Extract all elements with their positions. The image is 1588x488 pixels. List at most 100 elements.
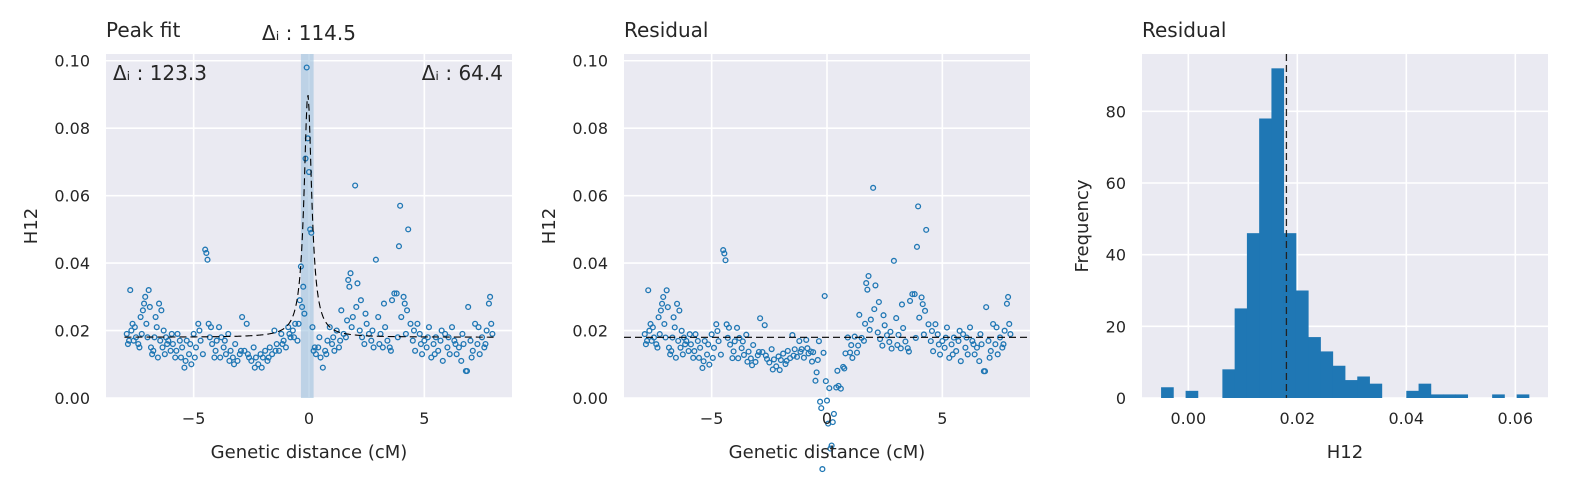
- data-point: [837, 385, 844, 392]
- data-point: [780, 350, 787, 357]
- data-point: [865, 272, 872, 280]
- data-point: [815, 338, 822, 345]
- data-point: [376, 340, 383, 348]
- data-point: [359, 334, 366, 341]
- panel-title: Peak fit: [106, 18, 180, 42]
- data-point: [814, 356, 821, 364]
- data-point: [211, 354, 218, 361]
- data-point: [694, 337, 701, 345]
- data-point: [409, 337, 416, 344]
- data-point: [759, 349, 766, 356]
- histogram-bar: [1320, 351, 1334, 398]
- data-point: [804, 345, 811, 352]
- data-point: [375, 314, 382, 321]
- y-tick-label: 0.04: [572, 254, 608, 273]
- data-point: [202, 246, 209, 253]
- data-point: [790, 352, 797, 359]
- tick-labels: 0.00 0.02 0.04 0.06 0 20 40 60 80: [1106, 102, 1533, 428]
- data-point: [797, 348, 804, 355]
- data-point: [250, 344, 257, 351]
- data-point: [209, 340, 216, 348]
- x-tick-label: −5: [700, 409, 724, 428]
- data-point: [930, 348, 937, 355]
- data-point: [871, 306, 878, 313]
- data-point: [345, 276, 352, 284]
- histogram-bar: [1455, 394, 1469, 398]
- data-point: [755, 348, 762, 355]
- data-point: [793, 353, 801, 360]
- data-point: [720, 247, 727, 254]
- data-point: [796, 338, 803, 345]
- data-point: [955, 337, 962, 345]
- data-point: [146, 303, 153, 310]
- data-point: [761, 322, 768, 329]
- y-axis-label: H12: [21, 208, 42, 244]
- data-point: [676, 307, 683, 314]
- histogram-bar: [1516, 394, 1530, 398]
- data-point: [695, 354, 703, 361]
- data-point: [379, 344, 386, 351]
- data-point: [481, 344, 488, 351]
- data-point: [428, 354, 435, 361]
- data-point: [888, 345, 895, 352]
- x-tick-label: 0.02: [1280, 409, 1316, 428]
- data-point: [670, 314, 677, 321]
- data-points: [123, 64, 496, 375]
- data-point: [141, 300, 148, 307]
- data-point: [919, 301, 926, 308]
- data-point: [745, 348, 752, 355]
- data-point: [659, 300, 666, 307]
- data-point: [279, 340, 286, 348]
- data-point: [204, 256, 211, 263]
- data-point: [266, 344, 273, 351]
- data-point: [431, 351, 438, 358]
- data-point: [909, 291, 916, 298]
- data-point: [244, 351, 251, 358]
- data-point: [776, 367, 783, 374]
- data-point: [654, 344, 661, 351]
- data-point: [1001, 327, 1008, 334]
- data-point: [453, 351, 460, 358]
- data-point: [679, 351, 686, 358]
- data-point: [269, 351, 276, 358]
- data-point: [251, 364, 258, 371]
- data-point: [916, 314, 923, 321]
- data-point: [183, 337, 190, 344]
- data-point: [740, 351, 748, 358]
- data-point: [661, 320, 668, 328]
- y-tick-label: 0.00: [54, 389, 90, 408]
- data-point: [733, 324, 741, 331]
- histogram-bar: [1357, 376, 1370, 398]
- data-point: [161, 351, 168, 358]
- data-point: [174, 330, 181, 337]
- data-point: [262, 347, 269, 354]
- data-point: [363, 320, 370, 327]
- y-tick-label: 0.06: [54, 187, 90, 206]
- data-point: [207, 324, 215, 331]
- data-point: [173, 347, 180, 354]
- data-point: [323, 351, 330, 358]
- data-point: [999, 344, 1006, 351]
- data-point: [150, 347, 157, 354]
- data-point: [143, 320, 150, 327]
- data-point: [853, 349, 861, 356]
- y-tick-label: 0: [1116, 389, 1126, 408]
- data-point: [248, 357, 255, 364]
- data-point: [124, 340, 131, 348]
- data-point: [252, 354, 259, 361]
- data-point: [934, 331, 941, 338]
- data-point: [848, 342, 855, 349]
- data-point: [468, 354, 475, 361]
- data-point: [642, 341, 649, 348]
- data-point: [923, 226, 930, 233]
- data-point: [849, 354, 856, 361]
- data-point: [699, 364, 706, 372]
- data-point: [474, 340, 481, 348]
- data-point: [347, 270, 354, 277]
- data-point: [664, 304, 671, 311]
- data-point: [160, 327, 167, 334]
- data-point: [149, 351, 156, 358]
- data-point: [722, 257, 729, 264]
- data-point: [137, 314, 144, 321]
- data-point: [677, 344, 684, 351]
